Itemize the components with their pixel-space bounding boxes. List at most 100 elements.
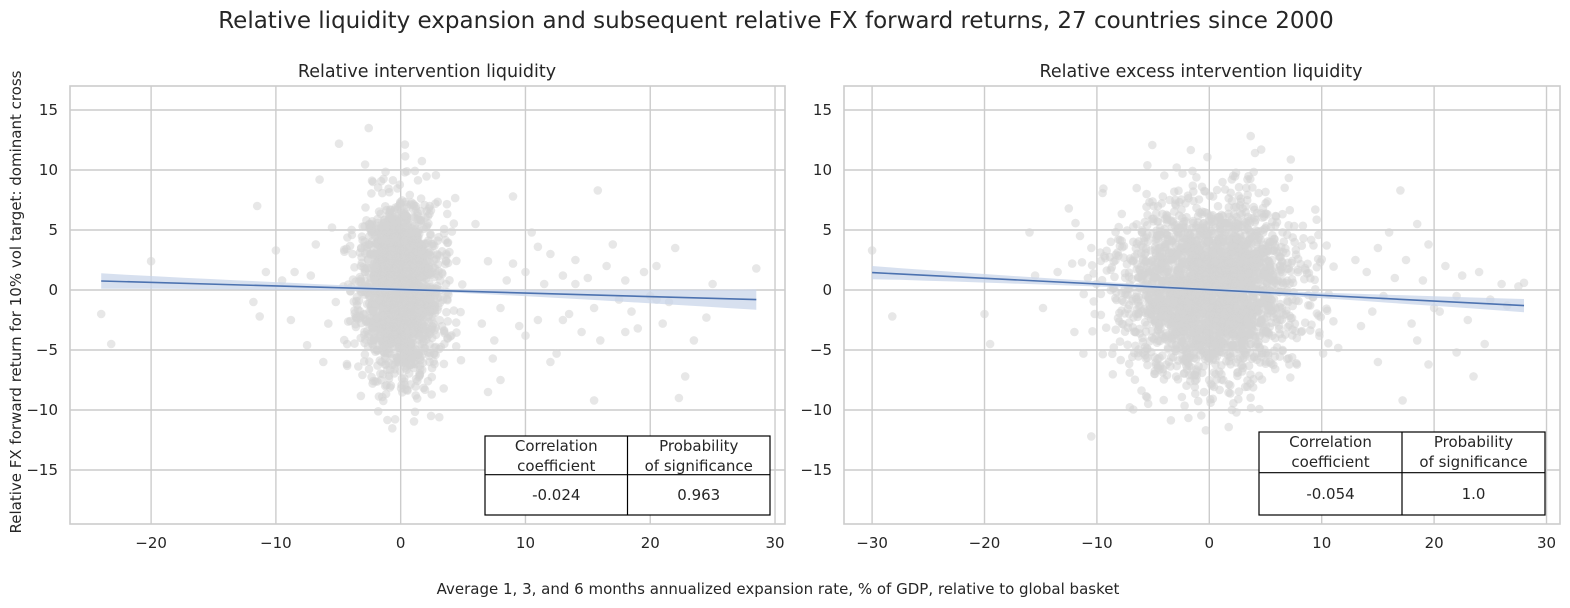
- x-tick-label: −30: [856, 534, 888, 552]
- scatter-point: [546, 249, 555, 259]
- scatter-point: [419, 271, 429, 281]
- scatter-point: [1255, 404, 1264, 414]
- scatter-point: [1265, 263, 1275, 273]
- scatter-point: [388, 310, 397, 320]
- scatter-point: [1307, 320, 1316, 330]
- scatter-point: [1269, 309, 1279, 318]
- scatter-point: [1102, 246, 1111, 256]
- scatter-point: [393, 272, 402, 282]
- scatter-point: [1143, 161, 1152, 170]
- scatter-point: [1226, 389, 1235, 398]
- scatter-point: [442, 249, 451, 259]
- scatter-point: [1110, 272, 1119, 282]
- scatter-point: [1159, 306, 1168, 315]
- scatter-point: [1384, 228, 1394, 237]
- scatter-point: [399, 346, 409, 355]
- stats-table: Correlationcoefficient-0.054Probabilityo…: [1258, 431, 1546, 516]
- scatter-point: [1233, 368, 1242, 378]
- scatter-point: [373, 249, 383, 259]
- scatter-point: [708, 279, 717, 289]
- scatter-point: [1205, 395, 1215, 404]
- scatter-point: [1117, 296, 1127, 305]
- scatter-point: [1217, 247, 1227, 257]
- scatter-point: [1200, 299, 1210, 308]
- scatter-point: [423, 211, 433, 221]
- scatter-point: [558, 271, 568, 280]
- scatter-point: [387, 214, 397, 223]
- scatter-point: [1407, 319, 1416, 328]
- scatter-point: [1241, 202, 1250, 211]
- scatter-point: [1173, 250, 1183, 259]
- scatter-point: [1249, 202, 1258, 212]
- scatter-point: [408, 311, 417, 320]
- scatter-point: [589, 396, 599, 405]
- scatter-point: [433, 302, 443, 312]
- scatter-point: [378, 392, 387, 402]
- scatter-point: [1213, 201, 1223, 211]
- scatter-point: [1215, 269, 1224, 278]
- plot-area: −20 −10 0 10 20 30−15−10−5051015Correlationco…: [26, 85, 786, 552]
- scatter-point: [1248, 383, 1258, 392]
- scatter-point: [364, 123, 374, 133]
- scatter-point: [402, 167, 412, 176]
- scatter-point: [1270, 302, 1280, 312]
- scatter-point: [1150, 273, 1159, 283]
- scatter-point: [502, 276, 512, 285]
- scatter-point: [571, 279, 580, 289]
- y-tick-label: 15: [39, 101, 58, 119]
- scatter-point: [1145, 336, 1155, 346]
- scatter-point: [407, 295, 417, 305]
- scatter-point: [1168, 299, 1178, 308]
- scatter-point: [447, 227, 457, 236]
- scatter-point: [1228, 171, 1238, 181]
- scatter-point: [1246, 174, 1255, 184]
- scatter-point: [1218, 177, 1227, 187]
- scatter-point: [1165, 231, 1174, 241]
- scatter-point: [400, 152, 410, 161]
- scatter-point: [1224, 194, 1233, 203]
- scatter-point: [106, 339, 116, 349]
- scatter-point: [1398, 396, 1407, 405]
- scatter-point: [384, 184, 393, 193]
- scatter-point: [1162, 370, 1172, 380]
- scatter-point: [1235, 314, 1244, 323]
- scatter-point: [1171, 313, 1181, 322]
- scatter-point: [400, 380, 410, 390]
- scatter-point: [1260, 314, 1269, 323]
- scatter-point: [1289, 221, 1299, 231]
- scatter-point: [417, 245, 426, 255]
- scatter-point: [425, 339, 434, 349]
- scatter-point: [400, 293, 409, 303]
- table-value-cell: 0.963: [677, 486, 720, 504]
- scatter-point: [368, 379, 377, 388]
- scatter-point: [1396, 186, 1405, 195]
- scatter-point: [1124, 359, 1134, 369]
- scatter-point: [670, 243, 680, 253]
- panel-title: Relative excess intervention liquidity: [1040, 62, 1363, 82]
- scatter-point: [1275, 261, 1285, 271]
- panel-relative-excess-intervention-liquidity: −30 −20 −10 0 10 20 30−15−10−5051015Correlatio…: [800, 62, 1561, 552]
- scatter-point: [1223, 296, 1233, 305]
- scatter-point: [252, 201, 262, 211]
- scatter-point: [1194, 245, 1203, 255]
- scatter-point: [371, 326, 381, 335]
- scatter-point: [1241, 317, 1251, 326]
- scatter-point: [377, 221, 386, 231]
- table-header-cell: of significance: [645, 457, 753, 475]
- scatter-point: [1333, 343, 1343, 353]
- scatter-point: [423, 376, 433, 386]
- scatter-point: [249, 297, 258, 307]
- scatter-point: [396, 260, 405, 269]
- scatter-point: [483, 256, 493, 266]
- scatter-point: [406, 200, 416, 209]
- scatter-point: [319, 357, 328, 367]
- scatter-point: [1254, 371, 1264, 381]
- scatter-point: [1200, 231, 1210, 240]
- scatter-point: [377, 257, 387, 266]
- scatter-point: [395, 224, 405, 234]
- scatter-point: [1329, 317, 1338, 326]
- panel-relative-intervention-liquidity: −20 −10 0 10 20 30−15−10−5051015Correlationco…: [26, 62, 786, 552]
- scatter-point: [1099, 184, 1108, 193]
- scatter-point: [426, 250, 435, 259]
- scatter-point: [1148, 140, 1157, 150]
